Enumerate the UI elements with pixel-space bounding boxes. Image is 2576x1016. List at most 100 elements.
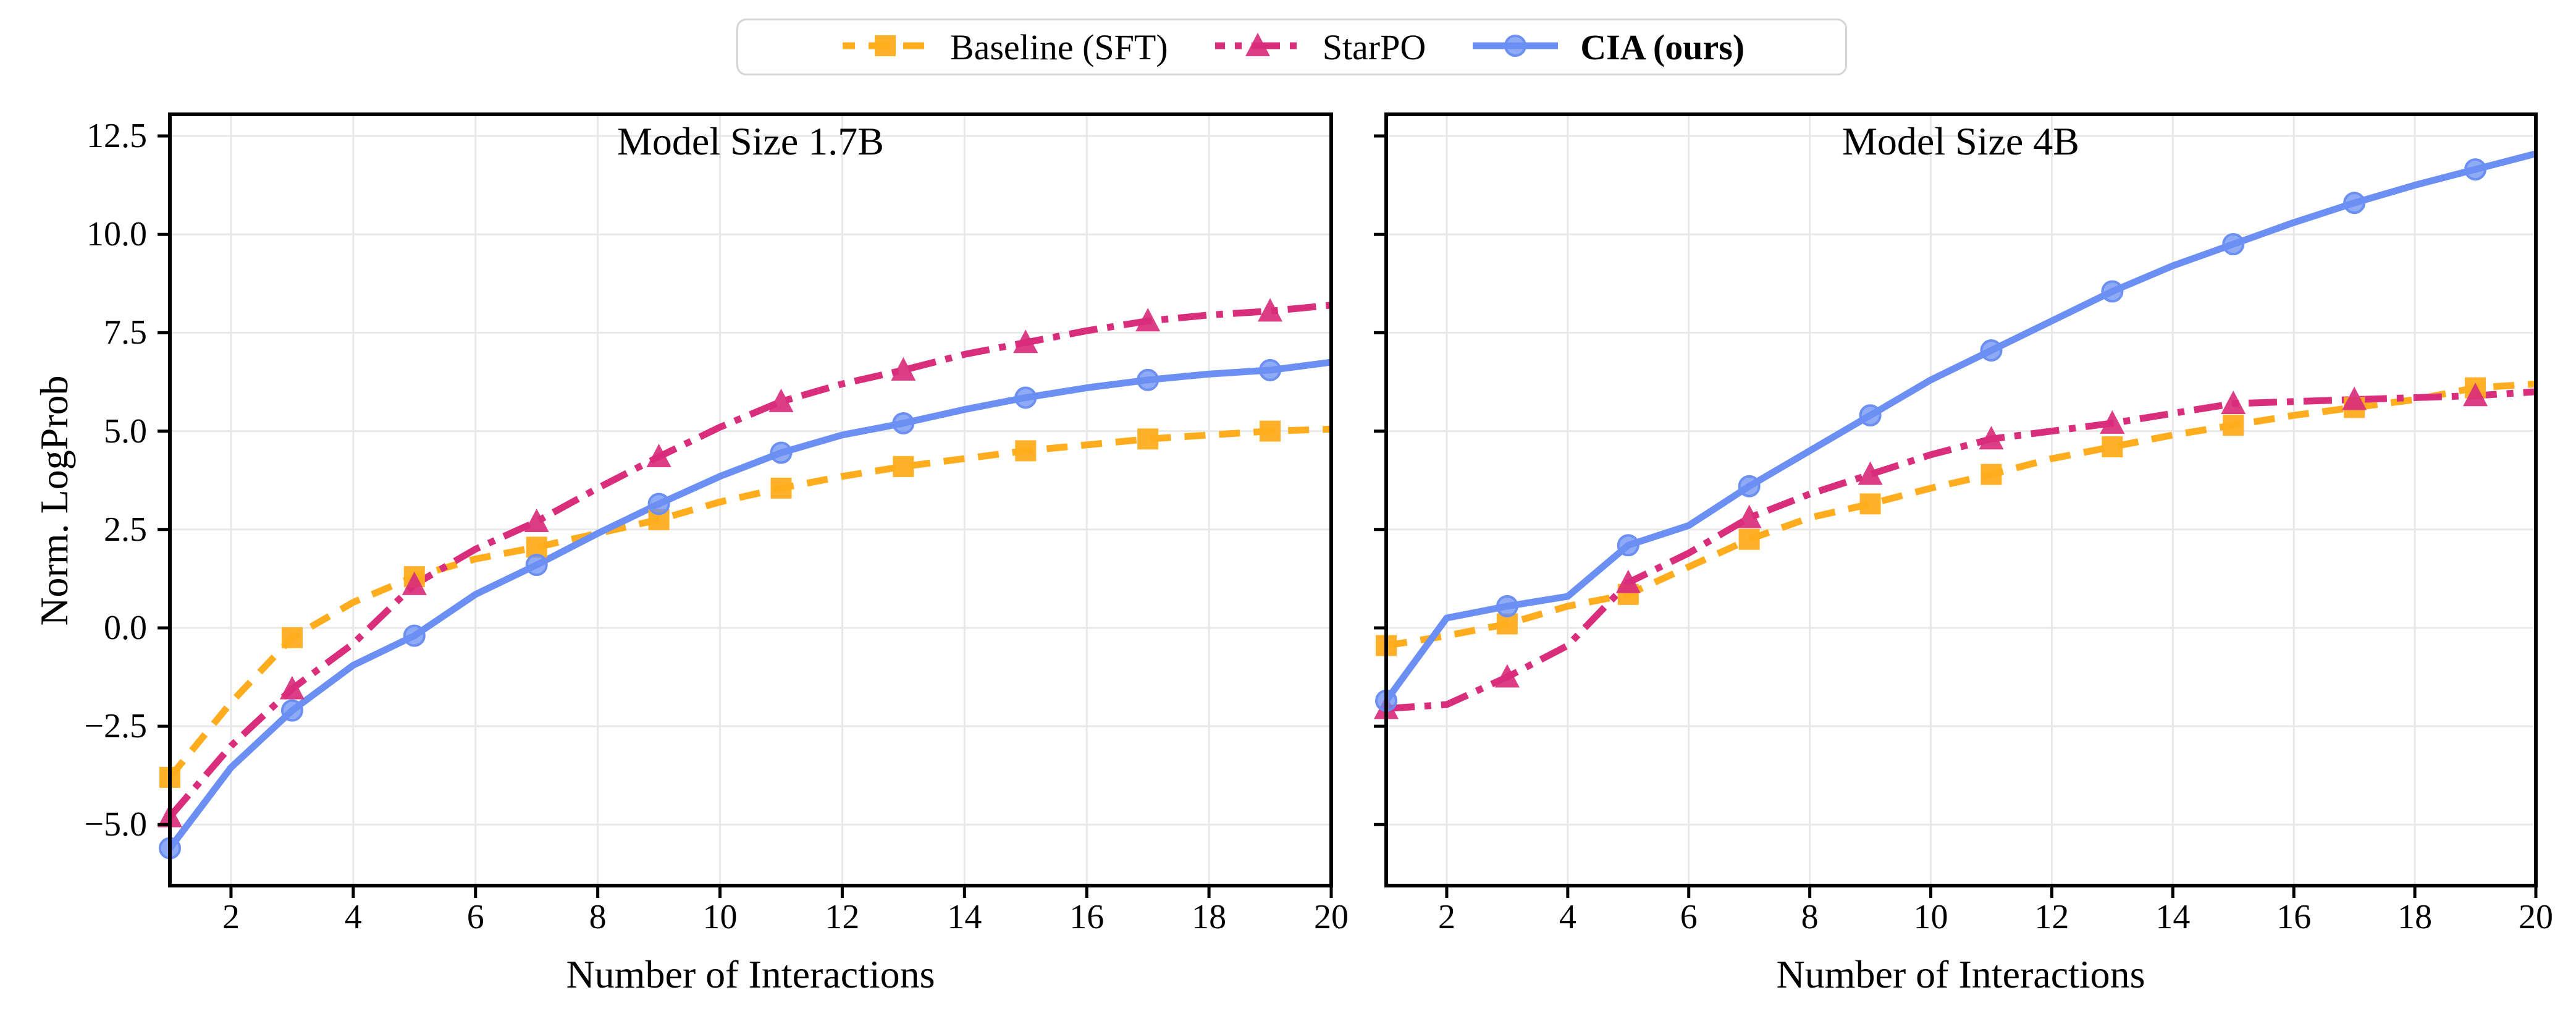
y-tick-label: 10.0 [86,215,147,254]
triangle-marker [2342,386,2367,410]
triangle-marker [1615,569,1641,593]
x-tick-label: 12 [825,898,860,936]
circle-marker [1496,595,1518,617]
legend-box: Baseline (SFT) StarPO CIA (ours) [736,19,1847,75]
series-group [1374,158,2488,719]
x-tick-label: 20 [1314,898,1349,936]
panel-title-right: Model Size 4B [1842,119,2079,163]
axes-spines [168,112,1333,887]
series-group [158,298,1283,860]
x-tick-label: 16 [1069,898,1105,936]
x-tick-label: 20 [2519,898,2553,936]
circle-marker [892,412,915,434]
solid-circle-line-icon [1469,27,1562,67]
x-tick-label: 16 [2276,898,2312,936]
dashed-square-line-icon [839,27,932,67]
triangle-marker [891,357,916,381]
panel-title-left: Model Size 1.7B [617,119,884,163]
circle-marker [280,699,303,722]
circle-marker [1738,475,1761,497]
x-tick-label: 12 [2034,898,2069,936]
legend-label-cia-ours: CIA (ours) [1580,27,1745,67]
triangle-marker [1979,426,2004,450]
legend-label-baseline-sft: Baseline (SFT) [949,27,1168,67]
circle-marker [1259,358,1282,381]
x-tick-label: 8 [1801,898,1819,936]
x-tick-label: 18 [1192,898,1227,936]
circle-marker [1137,368,1160,391]
x-tick-label: 14 [2155,898,2191,936]
x-tick-label: 8 [589,898,607,936]
triangle-marker [2221,391,2246,414]
triangle-marker [2100,410,2125,434]
circle-marker [1617,534,1639,557]
x-tick-label: 10 [702,898,738,936]
circle-marker [1980,339,2003,362]
triangle-marker [1245,32,1270,56]
legend-item-cia-ours: CIA (ours) [1469,27,1745,68]
circle-marker [2464,158,2487,181]
triangle-marker [1858,461,1883,485]
triangle-marker [1736,504,1762,528]
x-tick-label: 2 [222,898,240,936]
series-line-square [1386,380,2536,650]
circle-marker [403,624,426,647]
triangle-marker [524,509,549,533]
y-tick-label: 12.5 [86,117,147,156]
x-tick-label: 18 [2397,898,2433,936]
square-marker [874,35,896,56]
y-tick-label: 2.5 [104,510,147,549]
square-marker [1859,493,1881,515]
y-tick-label: −2.5 [84,707,147,746]
square-marker [2102,436,2123,458]
series-line-triangle [1386,388,2536,712]
x-tick-label: 2 [1437,898,1455,936]
legend-label-starpo: StarPO [1322,27,1426,67]
circle-marker [770,441,793,464]
y-tick-label: 0.0 [104,608,147,647]
x-tick-label: 4 [1559,898,1576,936]
triangle-marker [768,388,794,412]
legend-item-baseline-sft: Baseline (SFT) [839,27,1168,68]
triangle-marker [1013,329,1038,353]
dashdot-triangle-line-icon [1211,27,1304,67]
x-tick-label: 6 [466,898,484,936]
square-marker [770,477,792,499]
square-marker [1738,528,1760,550]
square-marker [1260,420,1281,442]
x-axis-label-left: Number of Interactions [566,952,935,996]
x-tick-label: 4 [344,898,362,936]
triangle-marker [402,571,427,595]
circle-marker [2343,192,2366,214]
square-marker [893,455,914,477]
circle-marker [1014,386,1037,409]
circle-marker [2222,233,2245,256]
square-marker [281,627,303,648]
square-marker [2223,415,2244,436]
x-tick-label: 6 [1680,898,1698,936]
series-line-circle [1386,150,2536,703]
series-line-square [170,425,1331,780]
circle-marker [1859,404,1882,427]
square-marker [1980,464,2002,485]
legend-item-starpo: StarPO [1211,27,1426,68]
triangle-marker [1258,298,1283,322]
circle-marker [525,554,548,577]
x-axis-label-right: Number of Interactions [1776,952,2145,996]
triangle-marker [646,443,671,467]
triangle-marker [1494,664,1520,688]
y-tick-label: −5.0 [84,805,147,844]
x-tick-label: 10 [1913,898,1948,936]
triangle-marker [279,675,305,700]
square-marker [1015,440,1037,462]
triangle-marker [2463,383,2488,407]
circle-marker [1504,34,1527,57]
y-tick-label: 7.5 [104,313,147,352]
x-tick-label: 14 [947,898,982,936]
series-line-triangle [170,302,1331,819]
y-tick-label: 5.0 [104,412,147,451]
circle-marker [2101,280,2124,303]
axes-spines [1384,112,2538,887]
